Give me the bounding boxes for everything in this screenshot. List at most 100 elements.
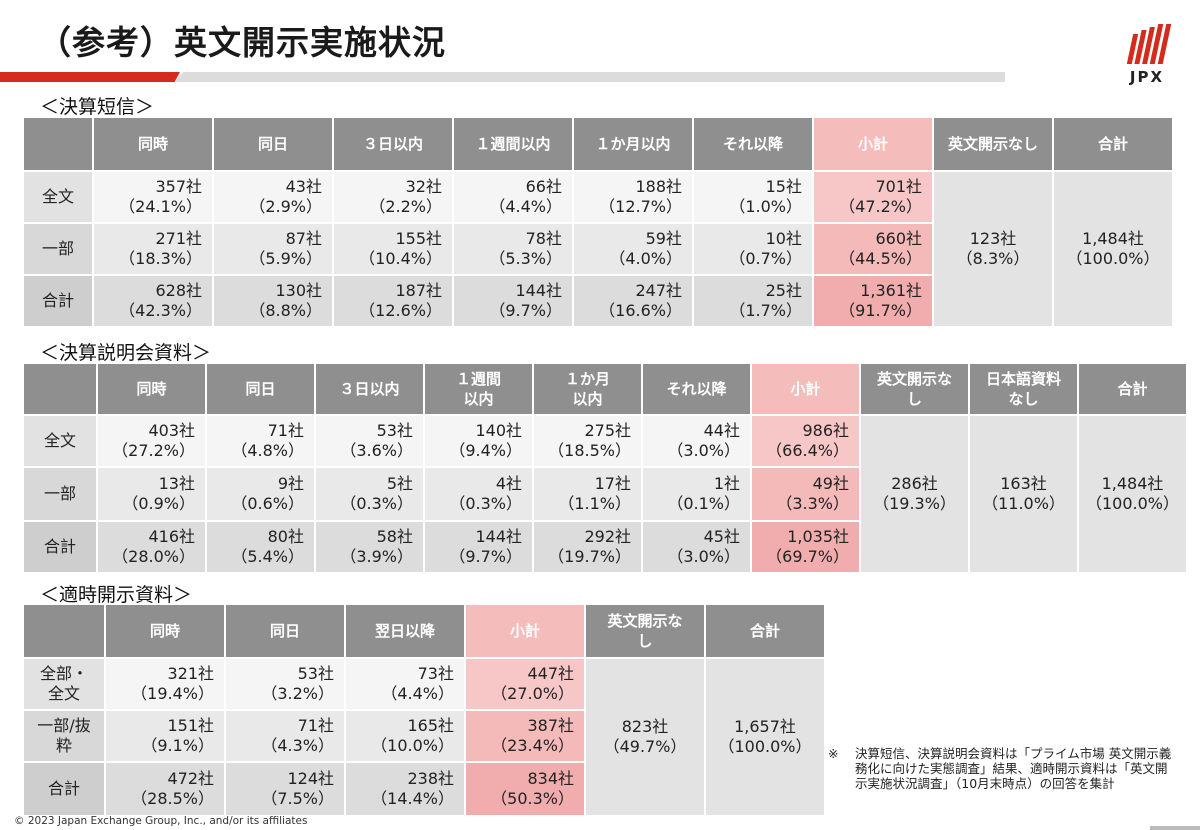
cell-count: 275社: [584, 421, 631, 440]
header-doji: 同時: [94, 118, 212, 170]
data-cell: 4社 （0.3%）: [425, 468, 532, 520]
data-cell: 10社 （0.7%）: [694, 224, 812, 274]
row-label: 全部・全文: [24, 659, 104, 709]
cell-percent: （5.4%）: [231, 547, 304, 566]
cell-count: 15社: [765, 177, 802, 196]
data-cell: 13社 （0.9%）: [98, 468, 205, 520]
cell-percent: （44.5%）: [839, 249, 922, 268]
cell-percent: （4.0%）: [609, 249, 682, 268]
data-cell: 44社 （3.0%）: [643, 416, 750, 466]
merged-cell: 163社 （11.0%）: [970, 416, 1077, 572]
cell-count: 165社: [407, 716, 454, 735]
data-cell: 53社 （3.2%）: [226, 659, 344, 709]
cell-count: 1社: [713, 474, 740, 493]
cell-percent: （12.7%）: [599, 197, 682, 216]
data-cell: 17社 （1.1%）: [534, 468, 641, 520]
row-label: 一部: [24, 468, 96, 520]
cell-percent: （19.7%）: [548, 547, 631, 566]
data-cell: 403社 （27.2%）: [98, 416, 205, 466]
cell-count: 43社: [285, 177, 322, 196]
cell-percent: （100.0%）: [1085, 494, 1179, 513]
data-cell: 9社 （0.6%）: [207, 468, 314, 520]
cell-percent: （19.3%）: [873, 494, 956, 513]
cell-percent: （0.6%）: [231, 494, 304, 513]
cell-percent: （100.0%）: [1066, 249, 1160, 268]
cell-percent: （27.0%）: [491, 684, 574, 703]
page-title: （参考）英文開示実施状況: [38, 23, 446, 62]
section-heading-tekiji: ＜適時開示資料＞: [40, 584, 193, 606]
data-cell: 66社 （4.4%）: [454, 172, 572, 222]
cell-count: 73社: [417, 664, 454, 683]
cell-count: 25社: [765, 281, 802, 300]
header-1week: １週間以内: [425, 364, 532, 414]
data-cell: 292社 （19.7%）: [534, 522, 641, 572]
cell-percent: （10.4%）: [359, 249, 442, 268]
cell-percent: （23.4%）: [491, 736, 574, 755]
merged-cell: 1,484社 （100.0%）: [1054, 172, 1172, 326]
cell-percent: （3.0%）: [667, 547, 740, 566]
cell-percent: （2.9%）: [249, 197, 322, 216]
data-cell: 238社 （14.4%）: [346, 763, 464, 815]
table-row: 一部 13社 （0.9%） 9社 （0.6%） 5社 （0.3%） 4社 （0.3%） 17社 （1…: [24, 468, 1186, 520]
cell-count: 9社: [277, 474, 304, 493]
cell-percent: （0.7%）: [729, 249, 802, 268]
merged-cell: 123社 （8.3%）: [934, 172, 1052, 326]
kessan-tanshin-table: 同時 同日 ３日以内 １週間以内 １か月以内 それ以降 小計 英文開示なし 合計…: [22, 116, 1174, 328]
data-cell: 59社 （4.0%）: [574, 224, 692, 274]
cell-count: 151社: [167, 716, 214, 735]
subtotal-cell: 49社 （3.3%）: [752, 468, 859, 520]
row-label: 全文: [24, 172, 92, 222]
cell-percent: （14.4%）: [371, 789, 454, 808]
cell-count: 834社: [527, 769, 574, 788]
cell-count: 71社: [297, 716, 334, 735]
cell-count: 823社: [621, 717, 669, 736]
data-cell: 58社 （3.9%）: [316, 522, 423, 572]
header-no-english: 英文開示なし: [934, 118, 1052, 170]
subtotal-cell: 387社 （23.4%）: [466, 711, 584, 761]
header-dojitsu: 同日: [214, 118, 332, 170]
cell-count: 701社: [875, 177, 922, 196]
cell-percent: （16.6%）: [599, 301, 682, 320]
data-cell: 187社 （12.6%）: [334, 276, 452, 326]
data-cell: 124社 （7.5%）: [226, 763, 344, 815]
row-label: 合計: [24, 763, 104, 815]
cell-percent: （49.7%）: [603, 737, 687, 756]
table-row: 合計 472社 （28.5%） 124社 （7.5%） 238社 （14.4%） 834社 （5…: [24, 763, 824, 815]
cell-percent: （3.0%）: [667, 441, 740, 460]
cell-percent: （9.1%）: [141, 736, 214, 755]
cell-count: 53社: [376, 421, 413, 440]
data-cell: 87社 （5.9%）: [214, 224, 332, 274]
merged-cell: 1,484社 （100.0%）: [1079, 416, 1186, 572]
cell-percent: （18.5%）: [548, 441, 631, 460]
merged-cell: 1,657社 （100.0%）: [706, 659, 824, 815]
cell-count: 80社: [267, 527, 304, 546]
cell-count: 1,484社: [1082, 229, 1144, 248]
cell-count: 628社: [155, 281, 202, 300]
footnote-text: 決算短信、決算説明会資料は「プライム市場 英文開示義務化に向けた実態調査」結果、…: [855, 746, 1172, 791]
cell-percent: （91.7%）: [839, 301, 922, 320]
row-label: 合計: [24, 276, 92, 326]
header-later: それ以降: [694, 118, 812, 170]
cell-count: 44社: [703, 421, 740, 440]
cell-count: 416社: [148, 527, 195, 546]
table-corner: [24, 605, 104, 657]
cell-percent: （0.3%）: [340, 494, 413, 513]
cell-count: 71社: [267, 421, 304, 440]
merged-cell: 286社 （19.3%）: [861, 416, 968, 572]
row-label: 合計: [24, 522, 96, 572]
table-row: 全文 357社 （24.1%） 43社 （2.9%） 32社 （2.2%） 66社 （4.4%）…: [24, 172, 1172, 326]
cell-count: 66社: [525, 177, 562, 196]
table-row: 全文 403社 （27.2%） 71社 （4.8%） 53社 （3.6%） 140社 （9.4%…: [24, 416, 1186, 572]
data-cell: 416社 （28.0%）: [98, 522, 205, 572]
header-no-english: 英文開示なし: [586, 605, 704, 657]
cell-percent: （4.8%）: [231, 441, 304, 460]
cell-percent: （4.4%）: [381, 684, 454, 703]
cell-count: 321社: [167, 664, 214, 683]
data-cell: 275社 （18.5%）: [534, 416, 641, 466]
cell-count: 1,361社: [860, 281, 922, 300]
cell-count: 78社: [525, 229, 562, 248]
data-cell: 140社 （9.4%）: [425, 416, 532, 466]
header-3days: ３日以内: [316, 364, 423, 414]
cell-percent: （5.9%）: [249, 249, 322, 268]
cell-count: 144社: [515, 281, 562, 300]
